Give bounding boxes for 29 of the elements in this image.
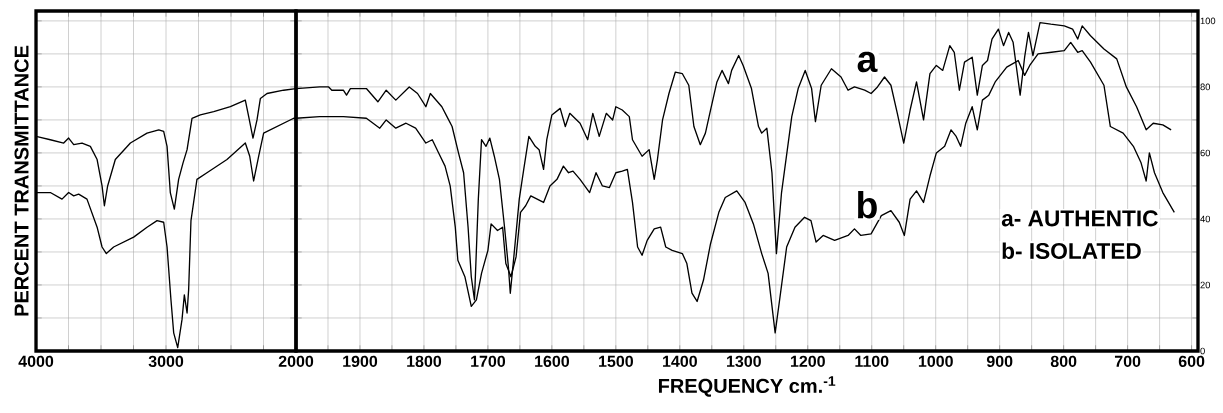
x-tick-label: 1500 [599,355,633,368]
annotation: b- ISOLATED [1002,242,1141,260]
x-tick-label: 800 [1050,355,1077,368]
x-tick-label: 600 [1178,355,1205,368]
y-tick-label: 80 [1200,83,1211,91]
x-tick-label: 900 [986,355,1013,368]
y-tick-label: 60 [1200,149,1211,157]
y-tick-label: 0 [1200,347,1205,355]
x-tick-label: 1100 [855,355,889,368]
x-tick-label: 1800 [407,355,442,368]
y-tick-label: 40 [1200,215,1211,223]
y-tick-label: 100 [1200,17,1216,25]
x-axis-title: FREQUENCY cm.$^{-1}$ [658,376,836,397]
annotation: a- AUTHENTIC [1001,210,1158,227]
x-tick-label: 1300 [727,355,761,368]
x-tick-label: 3000 [148,355,184,368]
x-tick-label: 2000 [278,355,314,368]
x-tick-label: 1600 [535,355,570,368]
x-tick-label: 1000 [918,355,953,368]
annotation: b [858,191,877,219]
x-tick-label: 4000 [18,355,54,368]
x-tick-label: 1200 [790,355,825,368]
x-tick-label: 1900 [343,355,378,368]
y-tick-label: 20 [1200,281,1211,289]
annotation: a [857,51,878,73]
x-tick-label: 1400 [663,355,697,368]
x-tick-label: 700 [1114,355,1141,368]
y-axis-title: PERCENT TRANSMITTANCE [14,45,29,316]
x-tick-label: 1700 [471,355,506,368]
